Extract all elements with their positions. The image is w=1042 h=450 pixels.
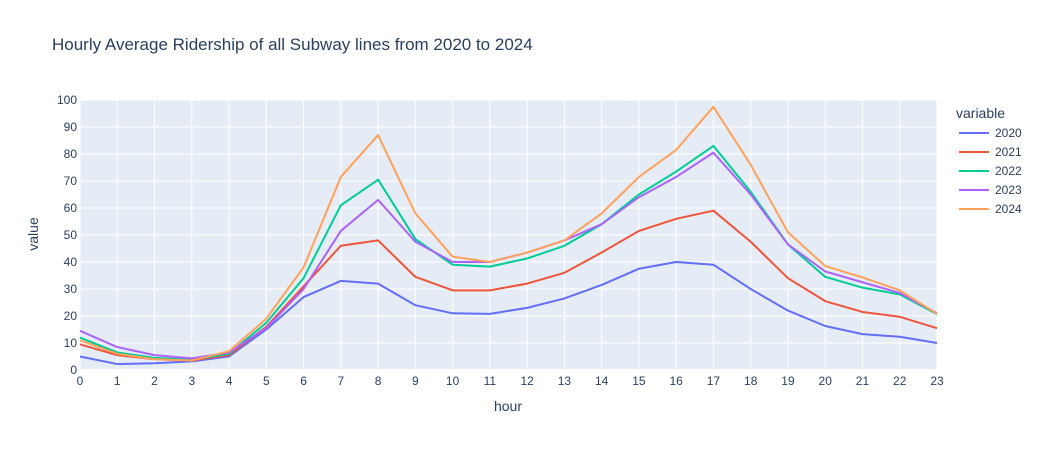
x-tick-label: 11 bbox=[484, 374, 497, 388]
series-lines bbox=[79, 105, 938, 366]
y-tick-label: 80 bbox=[64, 147, 78, 161]
chart-title: Hourly Average Ridership of all Subway l… bbox=[52, 35, 533, 54]
x-tick-label: 14 bbox=[595, 374, 609, 388]
x-tick-label: 21 bbox=[856, 374, 870, 388]
x-axis-ticks: 0 1 2 3 4 5 6 7 8 9 10 11 12 13 14 15 16 17 18 19 20 21 22 23 bbox=[77, 374, 944, 388]
series-line-2020 bbox=[79, 261, 938, 366]
grid-lines bbox=[79, 99, 938, 371]
x-tick-label: 3 bbox=[188, 374, 195, 388]
y-tick-label: 50 bbox=[64, 228, 78, 242]
legend-label-2022: 2022 bbox=[995, 164, 1022, 178]
y-tick-label: 30 bbox=[64, 282, 78, 296]
x-tick-label: 19 bbox=[781, 374, 795, 388]
x-tick-label: 12 bbox=[520, 374, 534, 388]
x-tick-label: 16 bbox=[669, 374, 683, 388]
x-tick-label: 10 bbox=[446, 374, 460, 388]
x-tick-label: 20 bbox=[819, 374, 833, 388]
series-line-2024 bbox=[79, 105, 938, 362]
series-line-2021 bbox=[79, 209, 938, 362]
x-tick-label: 2 bbox=[151, 374, 158, 388]
x-tick-label: 18 bbox=[744, 374, 758, 388]
y-tick-label: 60 bbox=[64, 201, 78, 215]
legend-title: variable bbox=[956, 105, 1005, 121]
legend: variable 2020 2021 2022 2023 2024 bbox=[956, 105, 1022, 216]
legend-label-2020: 2020 bbox=[995, 126, 1022, 140]
x-tick-label: 4 bbox=[226, 374, 233, 388]
x-tick-label: 1 bbox=[114, 374, 121, 388]
x-tick-label: 8 bbox=[375, 374, 382, 388]
y-tick-label: 40 bbox=[64, 255, 78, 269]
y-tick-label: 10 bbox=[64, 336, 78, 350]
x-tick-label: 7 bbox=[337, 374, 344, 388]
x-tick-label: 0 bbox=[77, 374, 84, 388]
y-axis-ticks: 0 10 20 30 40 50 60 70 80 90 100 bbox=[57, 93, 77, 377]
x-tick-label: 5 bbox=[263, 374, 270, 388]
y-tick-label: 90 bbox=[64, 120, 78, 134]
x-tick-label: 6 bbox=[300, 374, 307, 388]
x-tick-label: 22 bbox=[893, 374, 907, 388]
y-tick-label: 100 bbox=[57, 93, 77, 107]
x-tick-label: 13 bbox=[558, 374, 572, 388]
y-tick-label: 0 bbox=[70, 363, 77, 377]
x-tick-label: 9 bbox=[412, 374, 419, 388]
legend-label-2023: 2023 bbox=[995, 183, 1022, 197]
x-tick-label: 15 bbox=[632, 374, 646, 388]
y-tick-label: 20 bbox=[64, 309, 78, 323]
y-tick-label: 70 bbox=[64, 174, 78, 188]
y-axis-title: value bbox=[25, 217, 41, 251]
x-tick-label: 23 bbox=[930, 374, 944, 388]
legend-label-2024: 2024 bbox=[995, 202, 1022, 216]
x-axis-title: hour bbox=[494, 398, 522, 414]
legend-label-2021: 2021 bbox=[995, 145, 1022, 159]
x-tick-label: 17 bbox=[707, 374, 721, 388]
